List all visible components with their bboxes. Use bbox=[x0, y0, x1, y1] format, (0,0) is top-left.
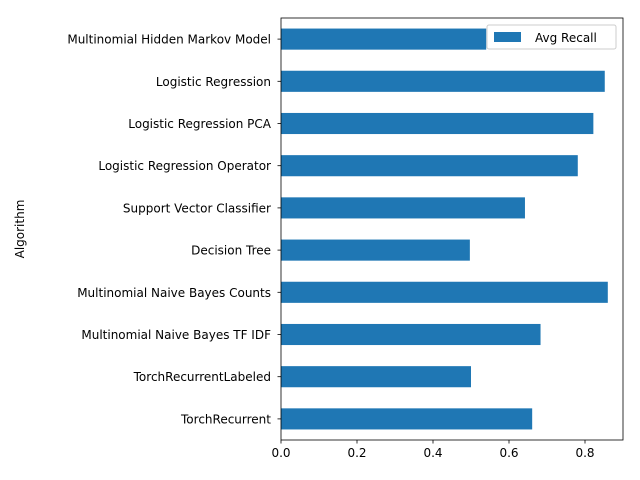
bar-8 bbox=[281, 366, 471, 388]
x-tick-label: 0.4 bbox=[423, 446, 442, 460]
y-tick-label: Multinomial Hidden Markov Model bbox=[67, 33, 271, 47]
bar-7 bbox=[281, 323, 541, 346]
x-tick-label: 0.2 bbox=[347, 446, 366, 460]
bar-3 bbox=[281, 155, 578, 177]
y-tick-label: Support Vector Classifier bbox=[123, 201, 271, 215]
bar-5 bbox=[281, 239, 470, 261]
axes-spines bbox=[280, 17, 624, 441]
y-tick-label: Logistic Regression Operator bbox=[98, 159, 271, 173]
y-axis-label: Algorithm bbox=[13, 200, 27, 259]
bar-6 bbox=[281, 281, 608, 303]
y-tick-label: Logistic Regression bbox=[156, 75, 271, 89]
y-tick-label: Decision Tree bbox=[191, 244, 271, 258]
y-tick-label: Multinomial Naive Bayes Counts bbox=[77, 286, 271, 300]
y-tick-label: Logistic Regression PCA bbox=[128, 117, 272, 131]
legend: Avg Recall bbox=[486, 24, 617, 50]
x-axis-ticks: 0.0 0.2 0.4 0.6 0.8 bbox=[271, 440, 595, 460]
x-tick-label: 0.8 bbox=[575, 446, 594, 460]
y-tick-label: Multinomial Naive Bayes TF IDF bbox=[81, 328, 271, 342]
y-axis-ticks: Multinomial Hidden Markov Model Logistic … bbox=[67, 33, 281, 426]
bar-1 bbox=[281, 70, 605, 92]
bar-9 bbox=[281, 408, 533, 430]
bar-0 bbox=[281, 28, 487, 50]
bar-series bbox=[281, 28, 608, 430]
y-tick-label: TorchRecurrentLabeled bbox=[133, 370, 271, 384]
legend-swatch bbox=[494, 32, 521, 42]
legend-label: Avg Recall bbox=[535, 31, 597, 45]
bar-2 bbox=[281, 112, 594, 135]
legend-box bbox=[486, 24, 617, 50]
x-tick-label: 0.0 bbox=[271, 446, 290, 460]
bar-4 bbox=[281, 197, 525, 219]
y-tick-label: TorchRecurrent bbox=[180, 412, 271, 426]
x-tick-label: 0.6 bbox=[499, 446, 518, 460]
axes-frame bbox=[280, 17, 624, 441]
